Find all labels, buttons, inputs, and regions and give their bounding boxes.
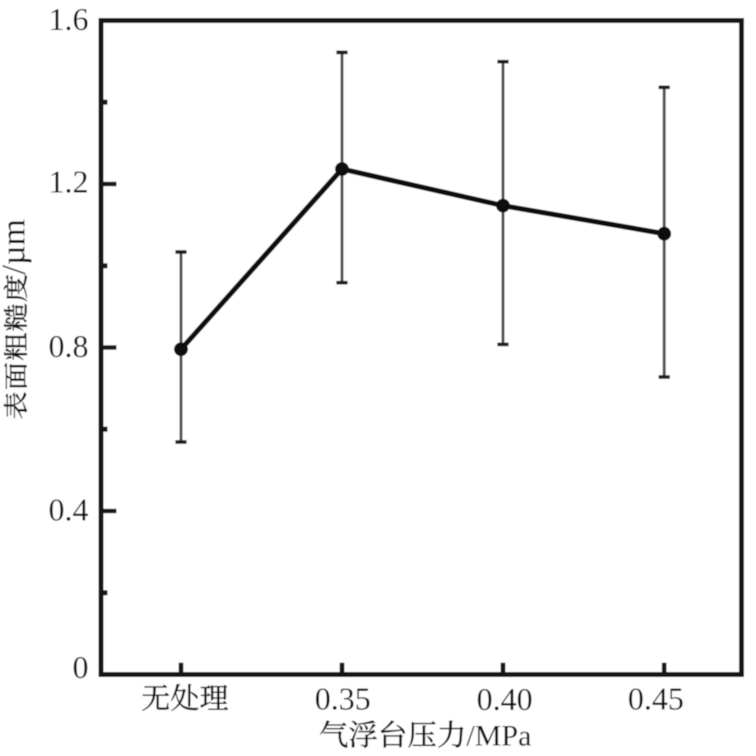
svg-text:0.35: 0.35 [315, 680, 371, 716]
svg-text:1.2: 1.2 [49, 163, 89, 199]
svg-text:0.8: 0.8 [49, 328, 89, 364]
svg-text:1.6: 1.6 [49, 1, 89, 37]
svg-text:/MPa: /MPa [466, 719, 531, 752]
svg-text:0.45: 0.45 [628, 681, 684, 717]
svg-text:0.4: 0.4 [49, 492, 89, 528]
svg-text:/µm: /µm [0, 219, 33, 274]
svg-text:0.40: 0.40 [477, 681, 533, 717]
svg-text:0: 0 [73, 649, 89, 685]
